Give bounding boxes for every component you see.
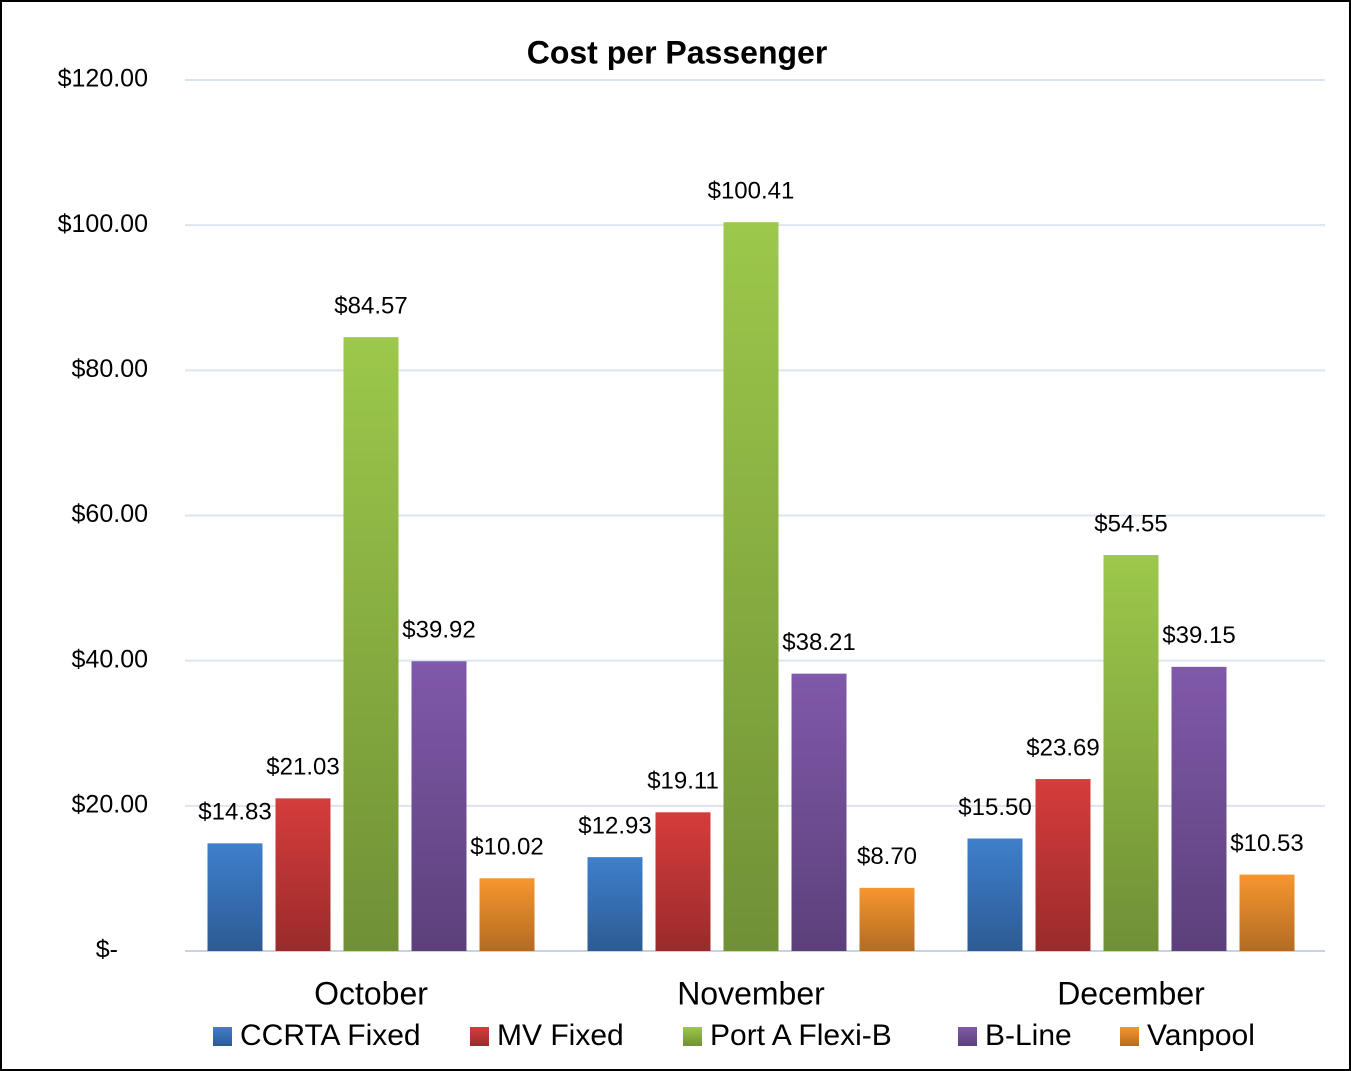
bar xyxy=(1171,666,1227,951)
data-label: $10.53 xyxy=(1230,830,1303,857)
data-label: $100.41 xyxy=(708,178,795,205)
data-label: $14.83 xyxy=(198,799,271,826)
legend-label: MV Fixed xyxy=(497,1019,624,1052)
data-label: $12.93 xyxy=(578,812,651,839)
bar xyxy=(1103,555,1159,951)
bar xyxy=(791,673,847,951)
y-tick-label: $60.00 xyxy=(72,500,148,528)
data-label: $10.02 xyxy=(470,834,543,861)
legend-swatch xyxy=(683,1027,702,1046)
legend-swatch xyxy=(470,1027,489,1046)
bar xyxy=(587,857,643,951)
legend-label: Vanpool xyxy=(1147,1019,1255,1052)
legend-label: B-Line xyxy=(985,1019,1072,1052)
data-label: $38.21 xyxy=(782,629,855,656)
data-label: $15.50 xyxy=(958,794,1031,821)
bar xyxy=(723,222,779,952)
data-label: $19.11 xyxy=(647,768,719,795)
y-tick-label: $120.00 xyxy=(58,65,148,93)
y-tick-label: $100.00 xyxy=(58,210,148,238)
legend-label: Port A Flexi-B xyxy=(710,1019,892,1052)
y-tick-label: $80.00 xyxy=(72,355,148,383)
bar xyxy=(479,878,535,951)
x-tick-label: October xyxy=(314,975,428,1011)
bar xyxy=(343,337,399,952)
bar xyxy=(1239,874,1295,951)
data-label: $54.55 xyxy=(1094,510,1167,537)
data-label: $21.03 xyxy=(266,754,339,781)
bar xyxy=(411,661,467,951)
chart-title: Cost per Passenger xyxy=(527,34,828,70)
x-tick-label: November xyxy=(677,975,825,1011)
data-label: $39.92 xyxy=(402,617,475,644)
legend-label: CCRTA Fixed xyxy=(240,1019,421,1052)
bar xyxy=(967,838,1023,951)
bar xyxy=(655,812,711,951)
bar xyxy=(275,798,331,951)
bar xyxy=(1035,779,1091,951)
legend-swatch xyxy=(958,1027,977,1046)
x-tick-label: December xyxy=(1057,975,1205,1011)
legend-swatch xyxy=(213,1027,232,1046)
data-label: $8.70 xyxy=(857,843,917,870)
bar xyxy=(859,887,915,951)
data-label: $23.69 xyxy=(1026,734,1099,761)
y-tick-label: $- xyxy=(96,936,118,964)
data-label: $84.57 xyxy=(334,293,407,320)
data-label: $39.15 xyxy=(1162,622,1235,649)
bar xyxy=(207,843,263,951)
y-tick-label: $40.00 xyxy=(72,645,148,673)
y-tick-label: $20.00 xyxy=(72,790,148,818)
legend-swatch xyxy=(1120,1027,1139,1046)
